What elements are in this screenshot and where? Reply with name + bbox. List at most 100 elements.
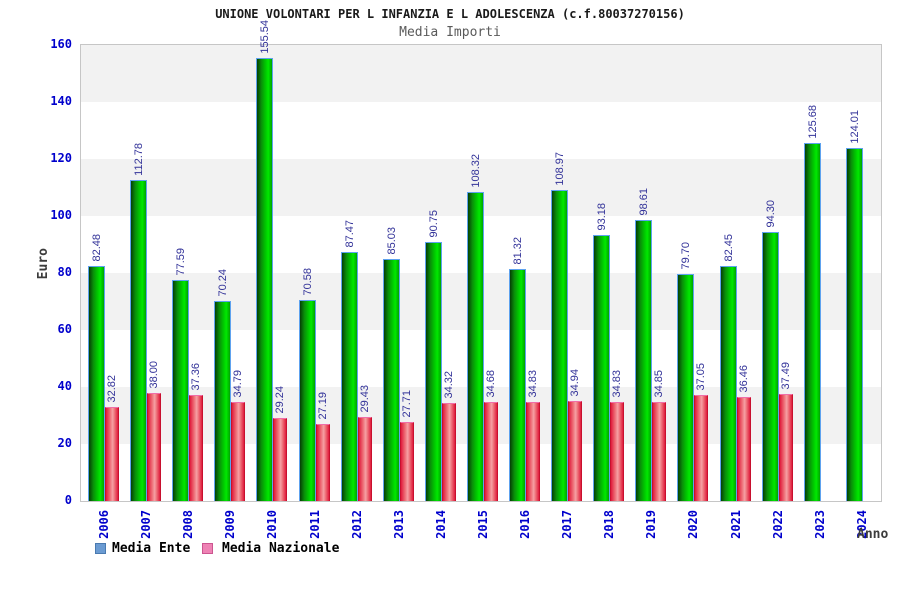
bar-media-ente <box>509 269 526 501</box>
value-label-media-ente: 124.01 <box>849 110 861 144</box>
x-tick-label: 2020 <box>686 510 700 539</box>
bar-media-ente <box>593 235 610 501</box>
y-tick-label: 20 <box>57 436 72 450</box>
value-label-media-nazionale: 29.43 <box>359 385 371 413</box>
value-label-media-nazionale: 34.83 <box>527 370 539 398</box>
value-label-media-nazionale: 36.46 <box>738 365 750 393</box>
legend-swatch-media-nazionale-icon <box>202 543 213 554</box>
value-label-media-nazionale: 27.19 <box>317 392 329 420</box>
value-label-media-nazionale: 34.79 <box>232 370 244 398</box>
bar-media-ente <box>425 242 442 501</box>
value-label-media-nazionale: 34.94 <box>569 369 581 397</box>
bar-media-nazionale <box>610 402 624 501</box>
x-tick-label: 2014 <box>434 510 448 539</box>
x-tick-label: 2019 <box>644 510 658 539</box>
bar-media-nazionale <box>316 424 330 501</box>
y-tick-label: 100 <box>50 208 72 222</box>
bar-media-ente <box>341 252 358 501</box>
value-label-media-ente: 70.24 <box>217 269 229 297</box>
y-tick-label: 60 <box>57 322 72 336</box>
value-label-media-ente: 70.58 <box>302 268 314 296</box>
bar-media-nazionale <box>358 417 372 501</box>
x-tick-label: 2006 <box>97 510 111 539</box>
bar-media-ente <box>467 192 484 501</box>
value-label-media-ente: 94.30 <box>765 200 777 228</box>
legend-swatch-media-ente-icon <box>95 543 106 554</box>
value-label-media-nazionale: 34.32 <box>443 371 455 399</box>
value-label-media-ente: 98.61 <box>638 188 650 216</box>
x-tick-label: 2016 <box>518 510 532 539</box>
bar-media-ente <box>383 259 400 501</box>
bar-media-ente <box>762 232 779 501</box>
bar-media-nazionale <box>147 393 161 501</box>
value-label-media-nazionale: 34.68 <box>485 370 497 398</box>
bar-media-nazionale <box>189 395 203 501</box>
value-label-media-nazionale: 34.85 <box>653 370 665 398</box>
y-tick-label: 80 <box>57 265 72 279</box>
x-tick-label: 2013 <box>392 510 406 539</box>
y-tick-label: 120 <box>50 151 72 165</box>
legend-label-media-ente: Media Ente <box>112 541 191 556</box>
plot-area: 82.48 32.82 112.78 38.00 77.59 37.36 70.24 34.7… <box>80 20 882 502</box>
value-label-media-nazionale: 34.83 <box>611 370 623 398</box>
x-tick-label: 2007 <box>139 510 153 539</box>
value-label-media-nazionale: 38.00 <box>148 361 160 389</box>
bar-media-nazionale <box>694 395 708 501</box>
x-tick-label: 2022 <box>771 510 785 539</box>
value-label-media-ente: 82.45 <box>723 234 735 262</box>
bar-media-ente <box>804 143 821 501</box>
bar-media-ente <box>256 58 273 501</box>
x-tick-label: 2008 <box>181 510 195 539</box>
x-tick-label: 2011 <box>308 510 322 539</box>
bar-media-nazionale <box>526 402 540 501</box>
bar-media-ente <box>88 266 105 501</box>
value-label-media-ente: 85.03 <box>386 227 398 255</box>
bar-media-ente <box>677 274 694 501</box>
y-tick-label: 160 <box>50 37 72 51</box>
value-label-media-nazionale: 32.82 <box>106 375 118 403</box>
value-label-media-nazionale: 37.05 <box>695 363 707 391</box>
x-tick-label: 2017 <box>560 510 574 539</box>
value-label-media-ente: 125.68 <box>807 105 819 139</box>
x-tick-label: 2015 <box>476 510 490 539</box>
value-label-media-ente: 93.18 <box>596 203 608 231</box>
x-axis: 2006 2007 2008 2009 2010 2011 2012 2013 2014 2015… <box>80 506 880 554</box>
y-axis-title: Euro <box>36 248 51 280</box>
x-tick-label: 2018 <box>602 510 616 539</box>
bar-media-ente <box>172 280 189 501</box>
bar-media-ente <box>130 180 147 501</box>
x-axis-title: Anno <box>857 527 889 542</box>
bar-media-ente <box>551 190 568 501</box>
value-label-media-ente: 87.47 <box>344 220 356 248</box>
legend-label-media-nazionale: Media Nazionale <box>222 541 340 556</box>
bar-media-nazionale <box>105 407 119 501</box>
value-label-media-ente: 155.54 <box>259 20 271 54</box>
bar-media-ente <box>214 301 231 501</box>
x-tick-label: 2021 <box>729 510 743 539</box>
value-label-media-ente: 112.78 <box>133 143 145 176</box>
bar-media-nazionale <box>273 418 287 501</box>
bar-media-nazionale <box>231 402 245 501</box>
value-label-media-ente: 82.48 <box>91 234 103 262</box>
value-label-media-nazionale: 37.49 <box>780 362 792 390</box>
x-tick-label: 2023 <box>813 510 827 539</box>
y-tick-label: 140 <box>50 94 72 108</box>
value-label-media-ente: 90.75 <box>428 210 440 238</box>
y-tick-label: 40 <box>57 379 72 393</box>
y-tick-label: 0 <box>64 493 72 507</box>
bar-media-nazionale <box>484 402 498 501</box>
bar-media-ente <box>846 148 863 501</box>
bar-media-nazionale <box>442 403 456 501</box>
value-label-media-nazionale: 37.36 <box>190 363 202 391</box>
x-tick-label: 2009 <box>223 510 237 539</box>
value-label-media-nazionale: 27.71 <box>401 390 413 418</box>
chart-title: UNIONE VOLONTARI PER L INFANZIA E L ADOL… <box>215 7 685 21</box>
value-label-media-ente: 81.32 <box>512 237 524 265</box>
chart-subtitle: Media Importi <box>399 25 501 40</box>
bar-media-nazionale <box>400 422 414 501</box>
bar-media-nazionale <box>737 397 751 501</box>
bar-media-ente <box>299 300 316 501</box>
value-label-media-ente: 108.32 <box>470 154 482 188</box>
value-label-media-ente: 79.70 <box>680 242 692 270</box>
